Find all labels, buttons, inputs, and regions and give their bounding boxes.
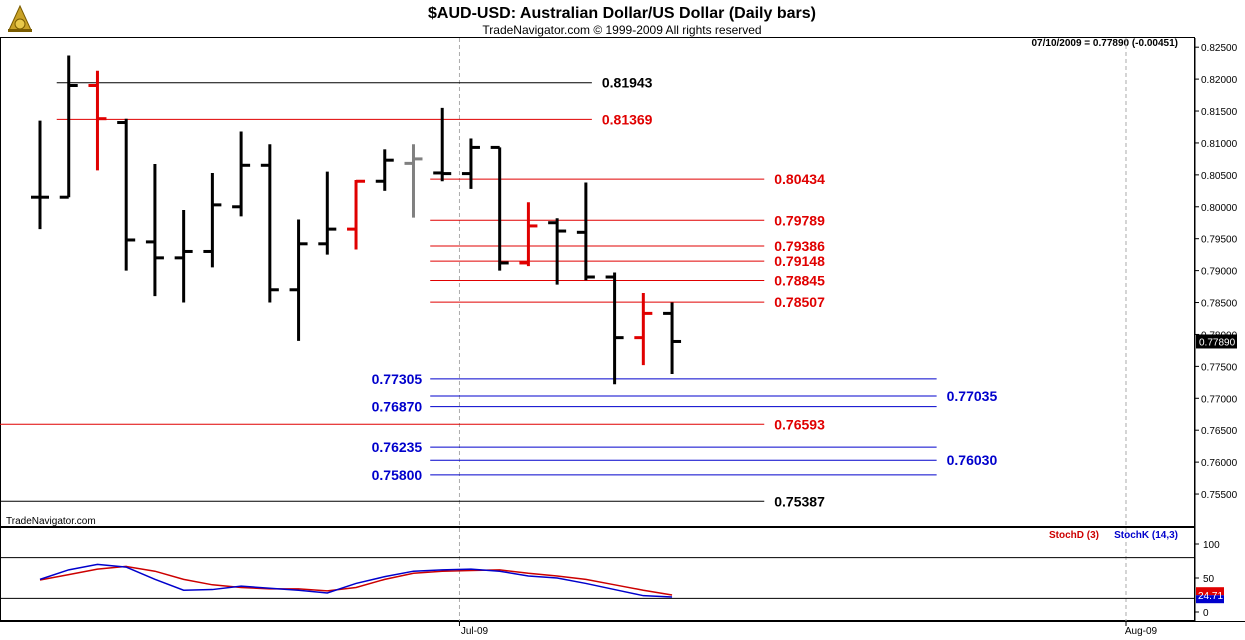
ohlc-bar	[203, 172, 222, 268]
level-label: 0.75800	[372, 467, 423, 483]
price-tick-label: 0.79500	[1201, 235, 1238, 246]
ohlc-bar	[663, 302, 682, 375]
price-bars	[31, 55, 682, 385]
level-label: 0.76870	[372, 399, 423, 415]
ohlc-bar	[404, 144, 423, 218]
level-label: 0.78507	[774, 294, 825, 310]
grid	[458, 38, 1127, 621]
ohlc-bar	[605, 272, 624, 385]
price-tick-label: 0.80000	[1201, 203, 1238, 214]
level-label: 0.75387	[774, 493, 825, 509]
price-tick-label: 0.82500	[1201, 43, 1238, 54]
stoch-series-line	[39, 565, 673, 596]
last-price-label: 0.77890	[1199, 337, 1236, 348]
ohlc-bar	[88, 70, 107, 171]
stoch-tick-label: 100	[1203, 540, 1220, 551]
chart-subtitle: TradeNavigator.com © 1999-2009 All right…	[482, 23, 761, 37]
time-tick-label: Aug-09	[1125, 626, 1158, 637]
level-label: 0.79148	[774, 253, 825, 269]
ohlc-bar	[117, 118, 136, 271]
ohlc-bar	[59, 55, 78, 199]
ohlc-bar	[490, 145, 509, 271]
level-label: 0.76030	[947, 452, 998, 468]
price-tick-label: 0.82000	[1201, 75, 1238, 86]
ohlc-bar	[289, 219, 308, 341]
ohlc-bar	[461, 138, 480, 189]
price-tick-label: 0.77000	[1201, 394, 1238, 405]
level-label: 0.79789	[774, 212, 825, 228]
time-tick-label: Jul-09	[461, 626, 489, 637]
ohlc-bar	[31, 120, 49, 230]
price-tick-label: 0.79000	[1201, 267, 1238, 278]
ohlc-bar	[232, 131, 251, 217]
stoch-tick-label: 50	[1203, 574, 1215, 585]
level-label: 0.81369	[602, 111, 653, 127]
ohlc-bar	[433, 107, 452, 182]
stoch-series-line	[39, 563, 673, 598]
ohlc-bar	[260, 144, 279, 303]
price-tick-label: 0.75500	[1201, 490, 1238, 501]
ohlc-bar	[174, 209, 193, 303]
ohlc-bar	[576, 182, 595, 281]
ohlc-bar	[375, 149, 394, 191]
price-tick-label: 0.76000	[1201, 458, 1238, 469]
stoch-last-box-k	[1196, 595, 1224, 604]
stochastic-panel: 100 50 0 StochD (3) StochK (14,3) 24.71	[0, 530, 1224, 619]
price-levels: 0.81943 0.81369 0.80434 0.79789 0.793860.791…	[0, 75, 998, 509]
legend-stochd: StochD (3)	[1049, 530, 1099, 541]
level-label: 0.78845	[774, 273, 825, 289]
price-tick-label: 0.81500	[1201, 107, 1238, 118]
chart-title: $AUD-USD: Australian Dollar/US Dollar (D…	[428, 5, 816, 22]
level-label: 0.80434	[774, 171, 825, 187]
quote-readout: 07/10/2009 = 0.77890 (-0.00451)	[1031, 38, 1178, 49]
ohlc-bar	[318, 171, 337, 255]
ohlc-bar	[145, 164, 164, 297]
level-label: 0.77305	[372, 371, 423, 387]
legend-stochk: StochK (14,3)	[1114, 530, 1178, 541]
level-label: 0.81943	[602, 75, 653, 91]
ohlc-bar	[519, 202, 538, 267]
watermark: TradeNavigator.com	[6, 516, 96, 527]
last-price-box	[1196, 334, 1237, 349]
level-label: 0.76593	[774, 416, 825, 432]
level-label: 0.77035	[947, 388, 998, 404]
level-label: 0.76235	[372, 439, 423, 455]
stoch-last-value: 24.71	[1198, 591, 1223, 602]
price-tick-label: 0.77500	[1201, 362, 1238, 373]
price-tick-label: 0.81000	[1201, 139, 1238, 150]
price-axis: 0.82500 0.82000 0.81500 0.81000 0.80500 0.800…	[1194, 38, 1238, 621]
sextant-logo-icon	[8, 4, 32, 32]
level-label: 0.79386	[774, 238, 825, 254]
price-tick-label: 0.76500	[1201, 426, 1238, 437]
price-tick-label: 0.78500	[1201, 299, 1238, 310]
price-tick-label: 0.80500	[1201, 171, 1238, 182]
time-axis: Jul-09 Aug-09	[458, 621, 1158, 637]
stoch-last-box-d	[1196, 587, 1224, 596]
stoch-tick-label: 0	[1203, 608, 1209, 619]
ohlc-bar	[347, 179, 366, 250]
ohlc-bar	[634, 292, 653, 366]
ohlc-bar	[548, 218, 567, 285]
